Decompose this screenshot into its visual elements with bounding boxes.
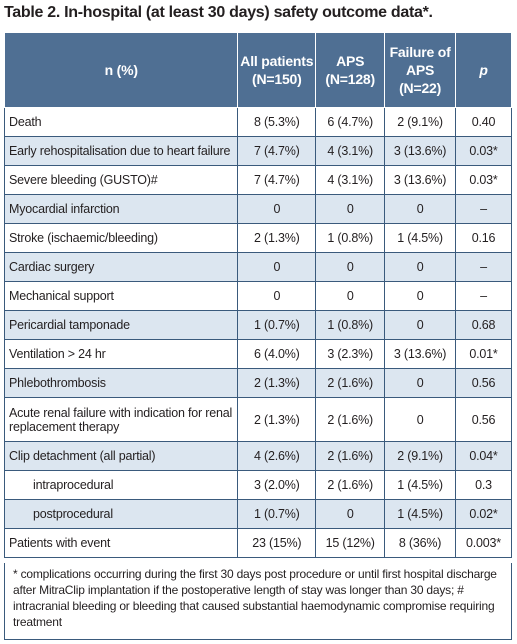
cell-all-patients: 6 (4.0%) [237,339,317,369]
table-row: Stroke (ischaemic/bleeding) 2 (1.3%) 1 (0.… [3,223,512,253]
cell-all-patients: 0 [237,281,317,311]
row-label: Early rehospitalisation due to heart fai… [3,136,239,166]
cell-p-value: – [455,281,512,311]
cell-p-value: 0.003* [455,528,512,558]
cell-aps: 2 (1.6%) [315,441,386,471]
cell-all-patients: 7 (4.7%) [237,165,317,195]
cell-p-value: 0.03* [455,165,512,195]
row-label: Stroke (ischaemic/bleeding) [3,223,239,253]
table-footnote: * complications occurring during the fir… [4,563,512,640]
cell-aps: 15 (12%) [315,528,386,558]
table-row: Myocardial infarction 0 0 0– [3,194,512,224]
header-aps: APS (N=128) [315,32,386,108]
cell-failure-aps: 3 (13.6%) [384,136,457,166]
cell-aps: 0 [315,252,386,282]
cell-aps: 2 (1.6%) [315,368,386,398]
cell-failure-aps: 0 [384,397,457,442]
cell-all-patients: 3 (2.0%) [237,470,317,500]
table-row: Cardiac surgery 0 0 0– [3,252,512,282]
cell-aps: 0 [315,194,386,224]
cell-failure-aps: 0 [384,194,457,224]
cell-p-value: 0.01* [455,339,512,369]
row-label: Severe bleeding (GUSTO)# [3,165,239,195]
row-label: Patients with event [3,528,239,558]
cell-aps: 2 (1.6%) [315,397,386,442]
cell-all-patients: 1 (0.7%) [237,499,317,529]
table-row: intraprocedural 3 (2.0%) 2 (1.6%) 1 (4.5%) 0… [3,470,512,500]
row-label: Acute renal failure with indication for … [3,397,239,442]
cell-all-patients: 2 (1.3%) [237,397,317,442]
header-n-percent: n (%) [3,32,239,108]
table-row: Mechanical support 0 0 0– [3,281,512,311]
header-p-value: p [455,32,512,108]
cell-failure-aps: 2 (9.1%) [384,107,457,137]
cell-aps: 0 [315,281,386,311]
table-body: Death 8 (5.3%) 6 (4.7%) 2 (9.1%) 0.40 Early r… [3,107,512,558]
row-label: Cardiac surgery [3,252,239,282]
cell-all-patients: 8 (5.3%) [237,107,317,137]
row-label: Mechanical support [3,281,239,311]
row-label: Phlebothrombosis [3,368,239,398]
cell-failure-aps: 3 (13.6%) [384,339,457,369]
row-label: Clip detachment (all partial) [3,441,239,471]
cell-failure-aps: 1 (4.5%) [384,223,457,253]
cell-all-patients: 1 (0.7%) [237,310,317,340]
table-row: Phlebothrombosis 2 (1.3%) 2 (1.6%) 0 0.56 [3,368,512,398]
cell-failure-aps: 0 [384,252,457,282]
header-all-patients: All patients (N=150) [237,32,317,108]
cell-all-patients: 23 (15%) [237,528,317,558]
cell-all-patients: 0 [237,194,317,224]
table-title: Table 2. In-hospital (at least 30 days) … [4,4,433,21]
cell-aps: 4 (3.1%) [315,136,386,166]
row-label: postprocedural [3,499,239,529]
cell-aps: 3 (2.3%) [315,339,386,369]
cell-failure-aps: 0 [384,281,457,311]
cell-failure-aps: 1 (4.5%) [384,470,457,500]
cell-p-value: 0.16 [455,223,512,253]
cell-p-value: 0.04* [455,441,512,471]
cell-p-value: 0.40 [455,107,512,137]
cell-failure-aps: 0 [384,310,457,340]
table-row: Death 8 (5.3%) 6 (4.7%) 2 (9.1%) 0.40 [3,107,512,137]
cell-aps: 1 (0.8%) [315,223,386,253]
safety-outcome-table: n (%) All patients (N=150) APS (N=128) F… [3,32,512,558]
row-label: Pericardial tamponade [3,310,239,340]
table-row: Patients with event 23 (15%) 15 (12%) 8 (36… [3,528,512,558]
cell-failure-aps: 3 (13.6%) [384,165,457,195]
table-row: Acute renal failure with indication for … [3,397,512,442]
cell-p-value: – [455,252,512,282]
table-row: Ventilation > 24 hr 6 (4.0%) 3 (2.3%) 3 (13… [3,339,512,369]
cell-aps: 2 (1.6%) [315,470,386,500]
table-row: Early rehospitalisation due to heart fai… [3,136,512,166]
row-label: Myocardial infarction [3,194,239,224]
row-label: Death [3,107,239,137]
cell-failure-aps: 2 (9.1%) [384,441,457,471]
cell-all-patients: 2 (1.3%) [237,368,317,398]
table-row: postprocedural 1 (0.7%) 0 1 (4.5%) 0.02* [3,499,512,529]
cell-failure-aps: 8 (36%) [384,528,457,558]
row-label: Ventilation > 24 hr [3,339,239,369]
cell-all-patients: 4 (2.6%) [237,441,317,471]
table-row: Severe bleeding (GUSTO)# 7 (4.7%) 4 (3.1%)… [3,165,512,195]
cell-p-value: 0.68 [455,310,512,340]
cell-p-value: 0.56 [455,397,512,442]
cell-aps: 0 [315,499,386,529]
table-row: Pericardial tamponade 1 (0.7%) 1 (0.8%) 0 0.… [3,310,512,340]
cell-p-value: 0.03* [455,136,512,166]
cell-all-patients: 7 (4.7%) [237,136,317,166]
cell-all-patients: 2 (1.3%) [237,223,317,253]
cell-p-value: 0.02* [455,499,512,529]
cell-failure-aps: 0 [384,368,457,398]
cell-p-value: 0.56 [455,368,512,398]
row-label: intraprocedural [3,470,239,500]
cell-aps: 4 (3.1%) [315,165,386,195]
cell-p-value: – [455,194,512,224]
cell-aps: 1 (0.8%) [315,310,386,340]
table-row: Clip detachment (all partial) 4 (2.6%) 2 (… [3,441,512,471]
cell-failure-aps: 1 (4.5%) [384,499,457,529]
cell-aps: 6 (4.7%) [315,107,386,137]
cell-p-value: 0.3 [455,470,512,500]
header-failure-aps: Failure of APS (N=22) [384,32,457,108]
cell-all-patients: 0 [237,252,317,282]
